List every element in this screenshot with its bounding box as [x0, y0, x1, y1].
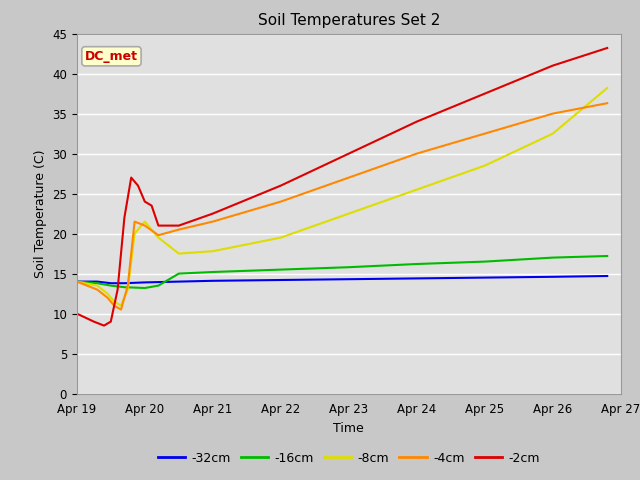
- X-axis label: Time: Time: [333, 422, 364, 435]
- Text: DC_met: DC_met: [85, 50, 138, 63]
- Y-axis label: Soil Temperature (C): Soil Temperature (C): [34, 149, 47, 278]
- Legend: -32cm, -16cm, -8cm, -4cm, -2cm: -32cm, -16cm, -8cm, -4cm, -2cm: [153, 447, 545, 469]
- Title: Soil Temperatures Set 2: Soil Temperatures Set 2: [258, 13, 440, 28]
